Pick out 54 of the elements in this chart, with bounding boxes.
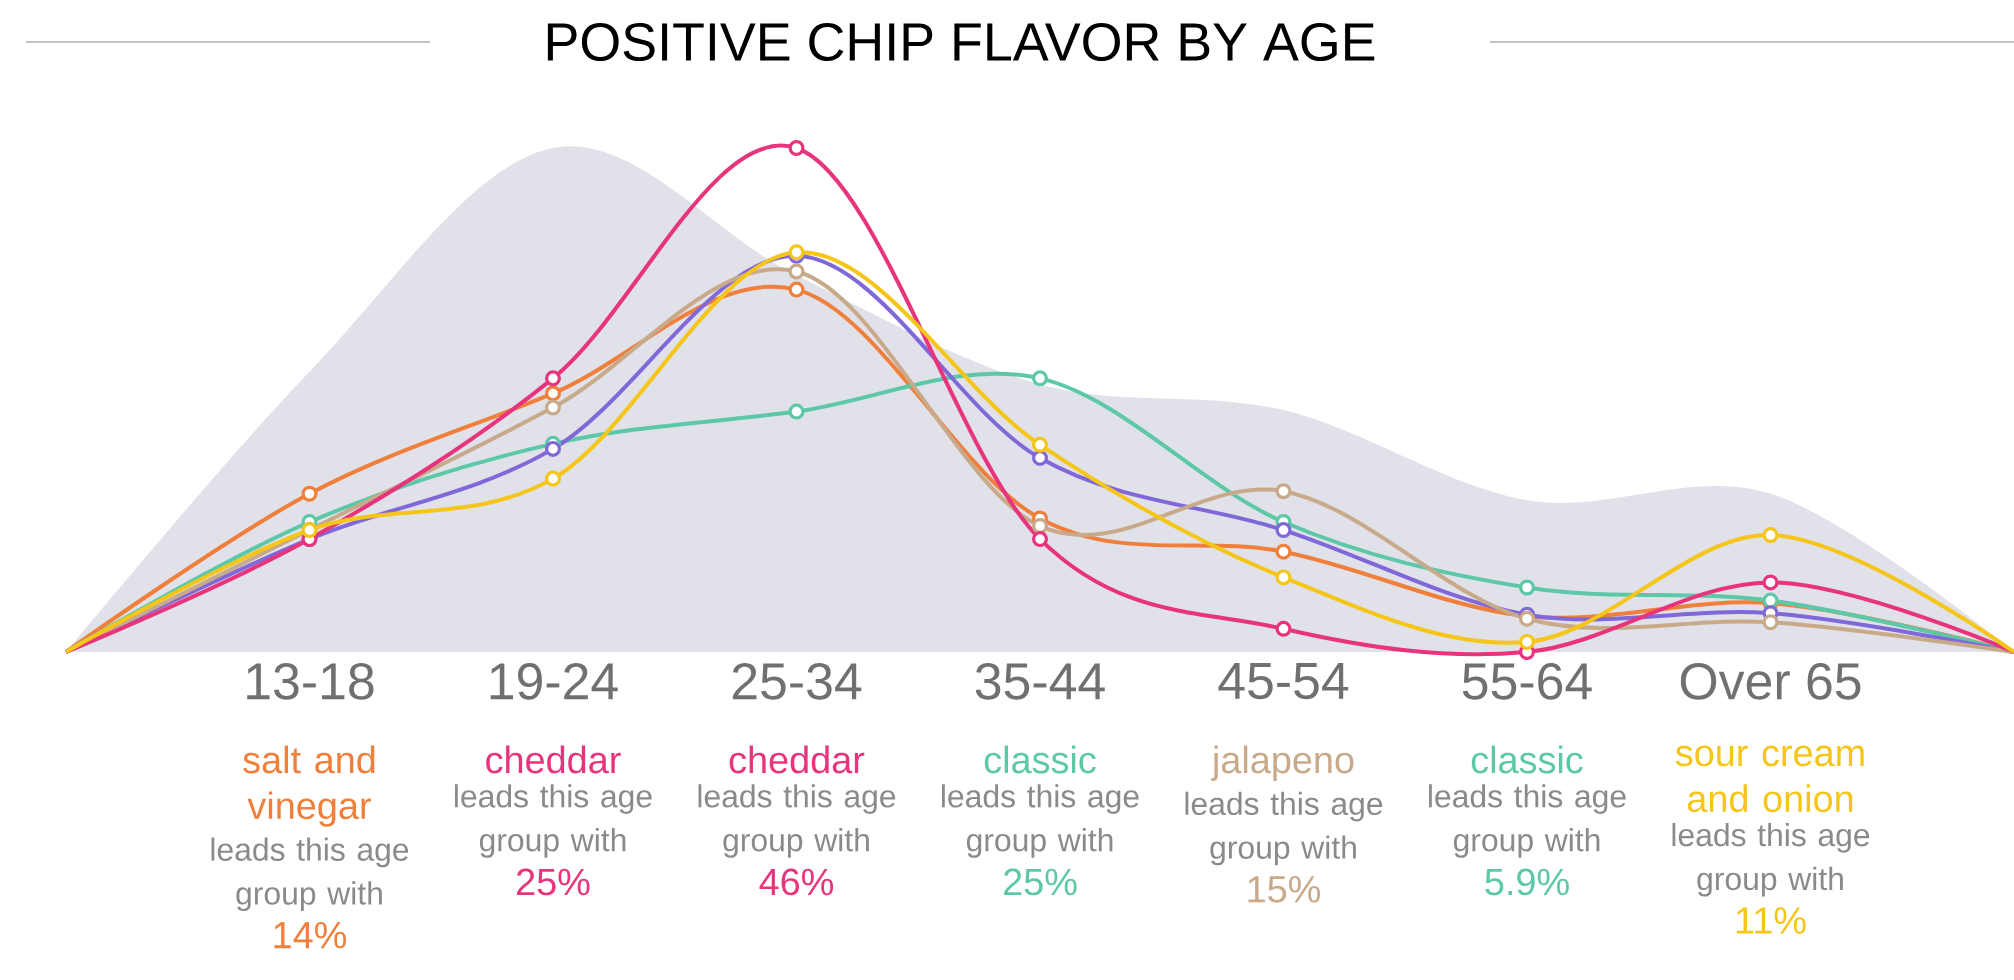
point	[1275, 522, 1292, 539]
text: cheddar	[486, 745, 621, 774]
point	[1519, 633, 1536, 650]
point	[545, 370, 562, 387]
point	[1762, 527, 1779, 544]
chart-title: POSITIVE CHIP FLAVOR BY AGE	[547, 22, 1375, 62]
x-tick-label: 55-64	[1462, 663, 1592, 700]
point	[545, 385, 562, 402]
point	[1032, 449, 1049, 466]
text: leads this age group with	[455, 784, 652, 858]
point	[1275, 543, 1292, 560]
x-tick-label: 13-18	[247, 663, 374, 700]
point	[1032, 370, 1049, 387]
point	[788, 403, 805, 420]
point	[1762, 614, 1779, 631]
text: leads this age group with	[942, 784, 1139, 858]
text: leads this age group with	[1185, 791, 1383, 866]
point	[1275, 483, 1292, 500]
point	[1519, 579, 1536, 596]
x-tick-label: 19-24	[490, 663, 618, 700]
text: jalapeno	[1211, 745, 1354, 781]
x-tick-label: Over 65	[1680, 663, 1861, 700]
x-tick-label: 35-44	[975, 663, 1105, 700]
text: 25%	[517, 868, 590, 896]
text: cheddar	[729, 745, 865, 774]
point	[545, 470, 562, 487]
point	[545, 399, 562, 416]
text: salt and vinegar	[243, 745, 375, 827]
text: classic	[1471, 745, 1583, 774]
text: 25%	[1004, 868, 1077, 896]
text: sour cream and onion	[1675, 745, 1864, 813]
point	[1275, 620, 1292, 637]
point	[1275, 569, 1292, 586]
point	[1032, 518, 1049, 534]
text: leads this age group with	[1672, 822, 1870, 897]
point	[1032, 531, 1049, 548]
text: 11%	[1736, 907, 1806, 934]
text: leads this age group with	[698, 784, 896, 858]
text: 5.9%	[1485, 868, 1569, 896]
point	[1032, 436, 1049, 453]
text: leads this age group with	[211, 837, 409, 912]
text: 15%	[1248, 876, 1321, 903]
text: classic	[984, 745, 1096, 774]
point	[788, 263, 805, 280]
point	[788, 139, 805, 156]
point	[545, 440, 562, 457]
text: leads this age group with	[1429, 784, 1626, 858]
point	[1762, 574, 1779, 591]
point	[788, 281, 805, 298]
x-tick-label: 25-34	[732, 663, 862, 700]
x-tick-label: 45-54	[1218, 663, 1349, 700]
text: 14%	[274, 921, 347, 949]
text: 46%	[759, 868, 834, 896]
point	[301, 485, 318, 502]
